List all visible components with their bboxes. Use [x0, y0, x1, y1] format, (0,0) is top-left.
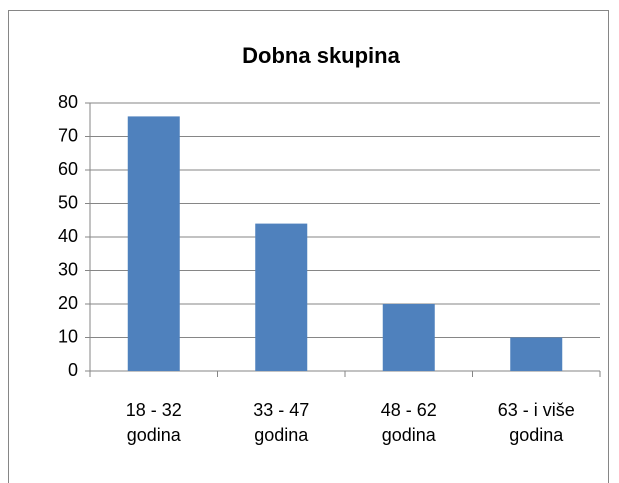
y-tick-label: 80 — [58, 92, 78, 112]
chart-title: Dobna skupina — [242, 43, 400, 68]
x-tick-label: 18 - 32 godina — [125, 400, 182, 445]
bar — [382, 304, 435, 371]
y-tick-label: 30 — [58, 259, 78, 279]
bar — [510, 337, 563, 371]
y-tick-label: 40 — [58, 226, 78, 246]
y-tick-label: 70 — [58, 125, 78, 145]
bar — [127, 116, 180, 372]
x-tick-label: 48 - 62 godina — [380, 400, 437, 445]
y-tick-label: 20 — [58, 293, 78, 313]
chart-border — [8, 10, 609, 483]
y-tick-label: 50 — [58, 192, 78, 212]
y-tick-label: 10 — [58, 326, 78, 346]
y-tick-label: 60 — [58, 159, 78, 179]
x-tick-label: 33 - 47 godina — [253, 400, 310, 445]
y-tick-label: 0 — [68, 360, 78, 380]
x-tick-label: 63 - i više godina — [497, 400, 575, 445]
bar — [255, 223, 308, 371]
